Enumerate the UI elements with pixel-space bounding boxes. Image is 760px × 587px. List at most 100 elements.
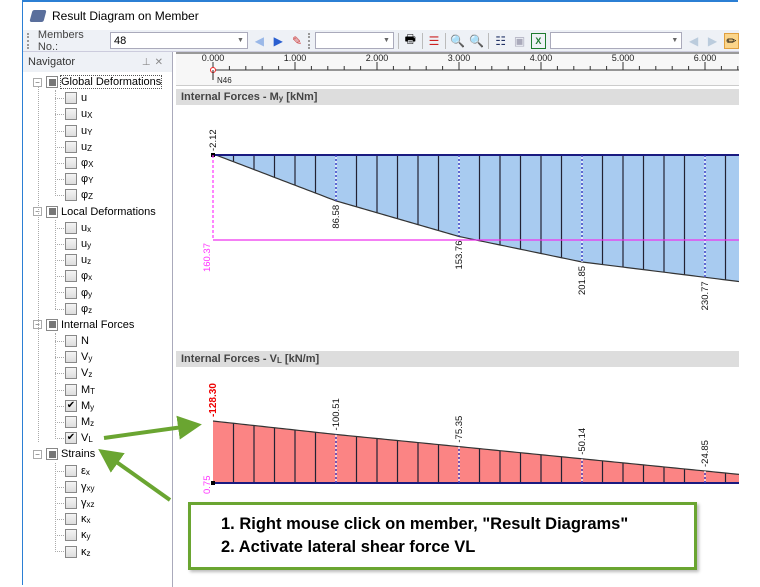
toolbar-grip[interactable] — [308, 32, 311, 49]
tree-item[interactable]: κx — [23, 511, 172, 527]
tree-item[interactable]: φZ — [23, 187, 172, 203]
group-checkbox[interactable] — [46, 76, 58, 89]
next-member-icon[interactable]: ▶ — [273, 33, 283, 48]
item-label: uz — [81, 254, 92, 267]
toolbar-grip[interactable] — [27, 32, 30, 49]
item-checkbox[interactable] — [65, 237, 77, 250]
tree-item[interactable]: κz — [23, 543, 172, 559]
item-checkbox[interactable] — [65, 383, 77, 396]
tree-group[interactable]: − Internal Forces — [23, 317, 172, 333]
item-checkbox[interactable] — [65, 124, 77, 137]
tree-item[interactable]: φX — [23, 155, 172, 171]
group-label: Strains — [61, 448, 96, 461]
tree-item[interactable]: Mz — [23, 414, 172, 430]
item-checkbox[interactable] — [65, 140, 77, 153]
members-label: Members No.: — [37, 28, 84, 53]
item-label: φx — [81, 270, 93, 283]
navigator-panel: Navigator ⊥✕ − Global Deformations u uX uY uZ… — [23, 52, 173, 587]
next-icon[interactable]: ▶ — [707, 33, 718, 48]
item-checkbox[interactable] — [65, 335, 77, 348]
pin-icon[interactable]: ⊥ — [141, 56, 155, 68]
tree-item[interactable]: uZ — [23, 139, 172, 155]
close-icon[interactable]: ✕ — [154, 56, 167, 68]
collapse-icon[interactable]: − — [33, 320, 42, 330]
value-label: -50.14 — [577, 428, 588, 455]
display-options-icon[interactable]: ☰ — [428, 33, 440, 48]
item-label: uY — [81, 124, 93, 137]
tree-item[interactable]: φY — [23, 171, 172, 187]
tree-item[interactable]: Vy — [23, 349, 172, 365]
tree-item[interactable]: γxz — [23, 495, 172, 511]
group-checkbox[interactable] — [46, 448, 58, 461]
group-checkbox[interactable] — [46, 205, 58, 218]
tree-item[interactable]: N — [23, 333, 172, 349]
tree-item[interactable]: uy — [23, 236, 172, 252]
ruler-tick-label: 2.000 — [366, 54, 389, 63]
item-label: φY — [81, 173, 94, 186]
item-checkbox[interactable] — [65, 157, 77, 170]
item-checkbox[interactable] — [65, 302, 77, 315]
item-checkbox[interactable] — [65, 270, 77, 283]
zoom-out-icon[interactable]: 🔍 — [469, 33, 485, 48]
tree-item[interactable]: κy — [23, 527, 172, 543]
shear-diagram[interactable]: -128.30 -100.51 -75.35 -50.14 -24.85 0.75 — [176, 367, 739, 587]
save-icon[interactable]: ▣ — [513, 33, 526, 48]
item-checkbox[interactable] — [65, 286, 77, 299]
moment-diagram[interactable]: -2.12 86.58 153.76 201.85 230.77 160.37 — [176, 105, 739, 351]
sections-icon[interactable]: ☷ — [495, 33, 507, 48]
tree-group[interactable]: − Strains — [23, 446, 172, 462]
tree-item[interactable]: γxy — [23, 479, 172, 495]
tree-item[interactable]: φy — [23, 284, 172, 300]
tree-item[interactable]: MT — [23, 382, 172, 398]
tree-item[interactable]: ✔ VL — [23, 430, 172, 446]
tree-item[interactable]: u — [23, 90, 172, 106]
tree-item[interactable]: Vz — [23, 365, 172, 381]
callout-line-1: 1. Right mouse click on member, "Result … — [221, 515, 629, 533]
item-checkbox[interactable] — [65, 173, 77, 186]
tree-item[interactable]: uX — [23, 106, 172, 122]
tree-group[interactable]: − Global Deformations — [23, 74, 172, 90]
result-combo[interactable]: ▼ — [315, 32, 394, 49]
tree-item[interactable]: ✔ My — [23, 398, 172, 414]
tree-item[interactable]: φz — [23, 301, 172, 317]
pick-member-icon[interactable]: ✎ — [292, 33, 303, 48]
item-checkbox[interactable] — [65, 367, 77, 380]
item-checkbox[interactable] — [65, 529, 77, 542]
group-checkbox[interactable] — [46, 318, 58, 331]
tree-item[interactable]: ux — [23, 220, 172, 236]
item-checkbox[interactable] — [65, 416, 77, 429]
item-checkbox[interactable] — [65, 513, 77, 526]
tree-group[interactable]: − Local Deformations — [23, 204, 172, 220]
excel-export-icon[interactable]: X — [530, 32, 546, 49]
collapse-icon[interactable]: − — [33, 207, 42, 217]
item-checkbox[interactable]: ✔ — [65, 432, 77, 445]
collapse-icon[interactable]: − — [33, 449, 42, 459]
item-checkbox[interactable] — [65, 464, 77, 477]
item-checkbox[interactable] — [65, 92, 77, 105]
item-checkbox[interactable] — [65, 545, 77, 558]
previous-member-icon[interactable]: ◀ — [254, 33, 264, 48]
item-checkbox[interactable] — [65, 480, 77, 493]
zoom-in-icon[interactable]: 🔍 — [450, 33, 466, 48]
ruler-tick-label: 5.000 — [612, 54, 635, 63]
item-checkbox[interactable] — [65, 496, 77, 509]
item-checkbox[interactable] — [65, 351, 77, 364]
tree-item[interactable]: uz — [23, 252, 172, 268]
tree-item[interactable]: φx — [23, 268, 172, 284]
smooth-icon[interactable]: ✏ — [723, 32, 739, 49]
item-checkbox[interactable] — [65, 254, 77, 267]
tree-item[interactable]: εx — [23, 463, 172, 479]
item-label: My — [81, 399, 95, 412]
chevron-down-icon: ▼ — [383, 37, 390, 44]
collapse-icon[interactable]: − — [33, 77, 42, 87]
item-checkbox[interactable] — [65, 221, 77, 234]
export-combo[interactable]: ▼ — [549, 32, 683, 49]
print-icon[interactable]: 🖶 — [404, 32, 416, 46]
previous-icon[interactable]: ◀ — [689, 33, 699, 48]
members-combo[interactable]: 48 ▼ — [110, 32, 248, 49]
item-checkbox[interactable] — [65, 189, 77, 202]
item-checkbox[interactable] — [65, 108, 77, 121]
tree-item[interactable]: uY — [23, 123, 172, 139]
item-checkbox[interactable]: ✔ — [65, 399, 77, 412]
item-label: φZ — [81, 189, 94, 202]
